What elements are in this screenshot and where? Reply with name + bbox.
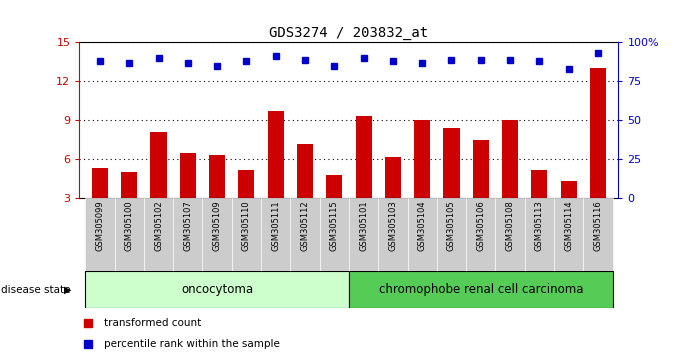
Bar: [473, 140, 489, 198]
Bar: [202, 198, 231, 271]
Text: GSM305111: GSM305111: [272, 200, 281, 251]
Bar: [297, 144, 313, 198]
Text: chromophobe renal cell carcinoma: chromophobe renal cell carcinoma: [379, 283, 583, 296]
Text: GSM305109: GSM305109: [213, 200, 222, 251]
Bar: [444, 128, 460, 198]
Bar: [583, 198, 613, 271]
Text: GSM305116: GSM305116: [594, 200, 603, 251]
Bar: [231, 198, 261, 271]
Bar: [209, 155, 225, 198]
Bar: [238, 170, 254, 198]
Text: GSM305102: GSM305102: [154, 200, 163, 251]
Bar: [356, 116, 372, 198]
Bar: [560, 181, 577, 198]
Text: percentile rank within the sample: percentile rank within the sample: [104, 339, 280, 349]
Bar: [524, 198, 554, 271]
Text: GSM305113: GSM305113: [535, 200, 544, 251]
Bar: [92, 169, 108, 198]
Bar: [267, 111, 284, 198]
Bar: [144, 198, 173, 271]
Bar: [261, 198, 290, 271]
Bar: [590, 68, 606, 198]
Bar: [349, 198, 378, 271]
Bar: [320, 198, 349, 271]
Bar: [495, 198, 524, 271]
Text: disease state: disease state: [1, 285, 71, 295]
Text: GSM305112: GSM305112: [301, 200, 310, 251]
Bar: [408, 198, 437, 271]
Bar: [385, 157, 401, 198]
Text: GSM305100: GSM305100: [125, 200, 134, 251]
Bar: [531, 170, 547, 198]
Bar: [85, 271, 349, 308]
Text: GSM305107: GSM305107: [183, 200, 192, 251]
Bar: [85, 198, 115, 271]
Title: GDS3274 / 203832_at: GDS3274 / 203832_at: [269, 26, 428, 40]
Bar: [173, 198, 202, 271]
Text: transformed count: transformed count: [104, 318, 201, 328]
Bar: [326, 175, 342, 198]
Text: GSM305101: GSM305101: [359, 200, 368, 251]
Text: oncocytoma: oncocytoma: [181, 283, 253, 296]
Text: GSM305115: GSM305115: [330, 200, 339, 251]
Bar: [554, 198, 583, 271]
Text: GSM305114: GSM305114: [564, 200, 573, 251]
Bar: [121, 172, 138, 198]
Text: GSM305106: GSM305106: [476, 200, 485, 251]
Bar: [290, 198, 320, 271]
Text: GSM305105: GSM305105: [447, 200, 456, 251]
Bar: [502, 120, 518, 198]
Bar: [180, 153, 196, 198]
Bar: [349, 271, 613, 308]
Text: GSM305110: GSM305110: [242, 200, 251, 251]
Bar: [151, 132, 167, 198]
Text: GSM305099: GSM305099: [95, 200, 104, 251]
Bar: [115, 198, 144, 271]
Text: GSM305108: GSM305108: [506, 200, 515, 251]
Text: ▶: ▶: [64, 285, 72, 295]
Bar: [437, 198, 466, 271]
Text: GSM305104: GSM305104: [417, 200, 426, 251]
Bar: [378, 198, 408, 271]
Bar: [466, 198, 495, 271]
Text: GSM305103: GSM305103: [388, 200, 397, 251]
Bar: [414, 120, 430, 198]
